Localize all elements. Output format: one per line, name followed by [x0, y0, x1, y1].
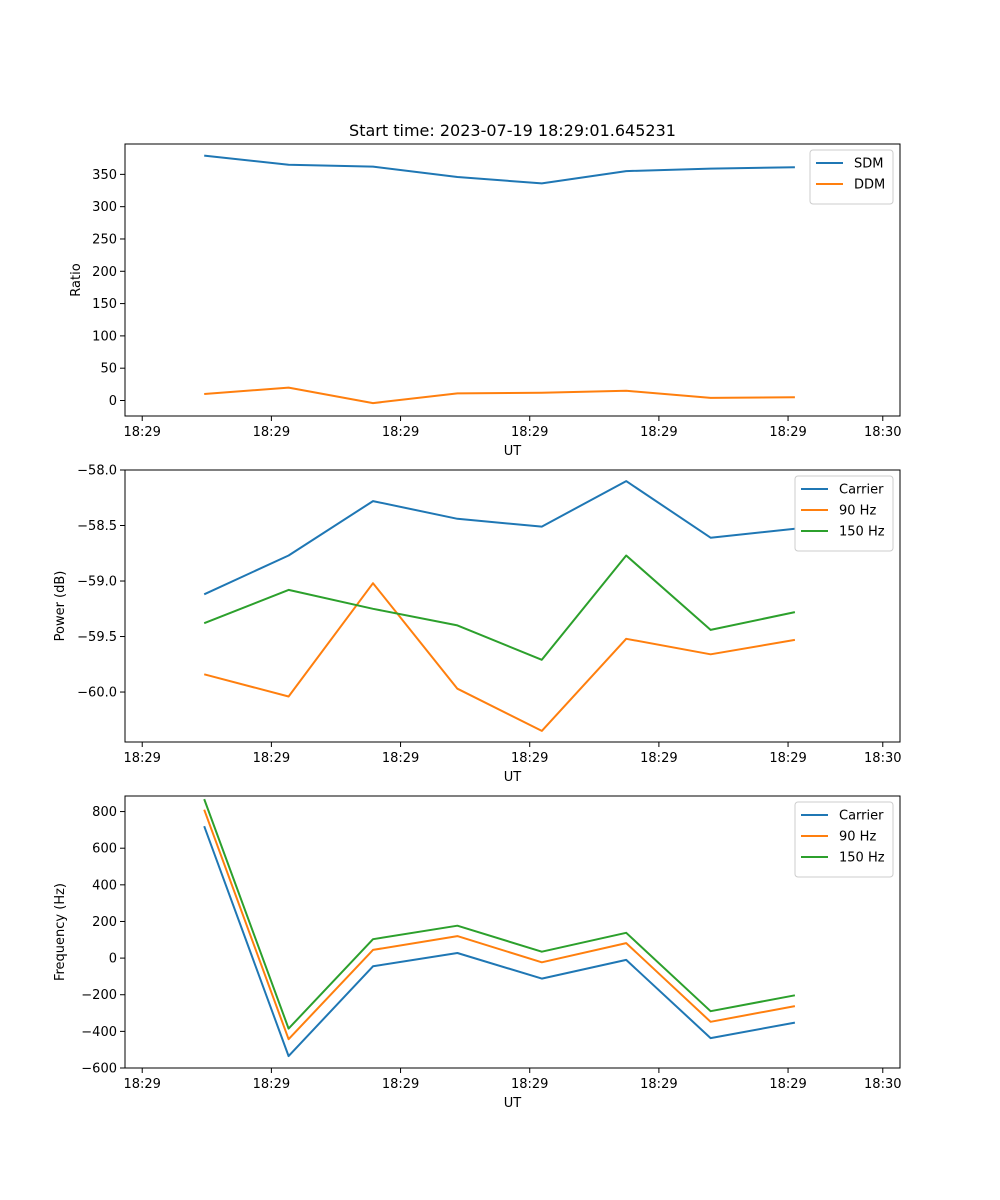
plot-area: [125, 796, 900, 1068]
series-line-carrier: [203, 825, 796, 1058]
legend-label: 150 Hz: [839, 525, 885, 540]
charts-container: 18:29 18:29 18:29 18:29 18:29 18:29 18:30 0 50 10…: [53, 143, 902, 1111]
y-tick-label: 100: [92, 329, 117, 344]
y-tick-label: −600: [81, 1062, 117, 1077]
legend-box: [794, 475, 894, 552]
x-tick-label: 18:29: [640, 751, 677, 766]
x-tick-label: 18:29: [253, 1077, 290, 1092]
chart-1: 18:29 18:29 18:29 18:29 18:29 18:29 18:30 0 50 10…: [69, 143, 902, 459]
y-tick-label: 400: [92, 878, 117, 893]
y-tick-label: 300: [92, 200, 117, 215]
y-tick-label: −59.0: [77, 575, 117, 590]
legend-label: Carrier: [839, 483, 884, 498]
y-tick-label: 800: [92, 805, 117, 820]
y-tick-label: 150: [92, 297, 117, 312]
y-tick-label: 200: [92, 265, 117, 280]
y-axis-label: Ratio: [69, 263, 84, 296]
x-tick-label: 18:29: [123, 1077, 160, 1092]
x-axis-label: UT: [504, 1096, 522, 1111]
chart-3: 18:29 18:29 18:29 18:29 18:29 18:29 18:30 −600 −…: [53, 795, 902, 1111]
y-tick-label: −58.0: [77, 464, 117, 479]
axes-frame: [124, 143, 901, 417]
y-tick-label: −59.5: [77, 630, 117, 645]
y-tick-label: 350: [92, 168, 117, 183]
x-tick-label: 18:30: [864, 1077, 901, 1092]
x-tick-label: 18:29: [511, 425, 548, 440]
x-axis-label: UT: [504, 444, 522, 459]
y-tick-label: −200: [81, 988, 117, 1003]
series-line-sdm: [204, 154, 795, 185]
x-tick-label: 18:29: [640, 425, 677, 440]
axes-frame: [124, 795, 901, 1069]
legend: Carrier 90 Hz 150 Hz: [794, 801, 894, 878]
plot-area: [125, 144, 900, 416]
x-tick-label: 18:29: [769, 751, 806, 766]
chart-2: 18:29 18:29 18:29 18:29 18:29 18:29 18:30 −58.0…: [53, 464, 902, 786]
y-tick-label: −400: [81, 1025, 117, 1040]
y-tick-label: −60.0: [77, 686, 117, 701]
x-tick-label: 18:29: [382, 1077, 419, 1092]
y-tick-label: −58.5: [77, 519, 117, 534]
x-tick-label: 18:29: [123, 425, 160, 440]
x-tick-label: 18:29: [769, 425, 806, 440]
y-tick-label: 200: [92, 915, 117, 930]
y-axis-label: Frequency (Hz): [53, 883, 68, 981]
y-tick-label: 50: [100, 362, 117, 377]
x-axis-label: UT: [504, 770, 522, 785]
y-tick-label: 600: [92, 842, 117, 857]
legend-label: SDM: [854, 157, 883, 172]
legend: Carrier 90 Hz 150 Hz: [794, 475, 894, 552]
plot-area: [125, 470, 900, 742]
legend: SDM DDM: [809, 149, 894, 205]
x-tick-label: 18:29: [511, 751, 548, 766]
x-tick-label: 18:29: [640, 1077, 677, 1092]
figure-title: Start time: 2023-07-19 18:29:01.645231: [349, 121, 676, 140]
series-line-ddm: [204, 386, 795, 405]
y-tick-label: 0: [109, 394, 117, 409]
legend-box: [794, 801, 894, 878]
axes-frame: [124, 469, 901, 743]
y-axis-label: Power (dB): [53, 571, 68, 642]
x-tick-label: 18:29: [382, 751, 419, 766]
y-tick-label: 250: [92, 232, 117, 247]
legend-label: 150 Hz: [839, 851, 885, 866]
y-tick-label: 0: [109, 952, 117, 967]
series-line-90-hz: [203, 582, 796, 732]
legend-label: 90 Hz: [839, 830, 876, 845]
legend-label: DDM: [854, 178, 885, 193]
x-tick-label: 18:30: [864, 751, 901, 766]
legend-label: 90 Hz: [839, 504, 876, 519]
series-line-carrier: [203, 480, 796, 596]
x-tick-label: 18:29: [769, 1077, 806, 1092]
series-line-150-hz: [203, 554, 796, 661]
x-tick-label: 18:29: [253, 751, 290, 766]
series-line-150-hz: [203, 798, 796, 1030]
x-tick-label: 18:30: [864, 425, 901, 440]
x-tick-label: 18:29: [382, 425, 419, 440]
legend-label: Carrier: [839, 809, 884, 824]
x-tick-label: 18:29: [511, 1077, 548, 1092]
x-tick-label: 18:29: [123, 751, 160, 766]
x-tick-label: 18:29: [253, 425, 290, 440]
series-line-90-hz: [203, 809, 796, 1041]
